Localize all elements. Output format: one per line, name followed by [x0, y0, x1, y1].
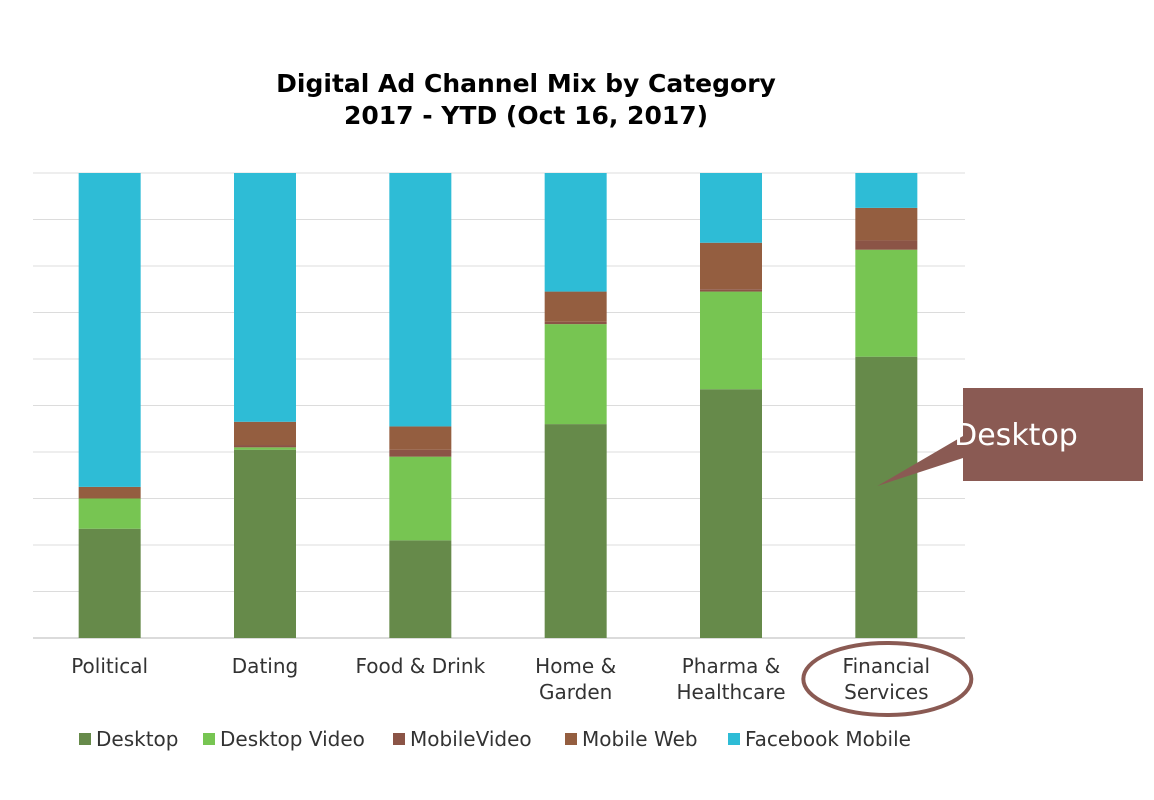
x-tick-label: Food & Drink — [355, 654, 485, 678]
bar-political-facebook-mobile — [78, 173, 141, 487]
x-tick-label: Financial — [843, 654, 931, 678]
bar-food-and-drink-mobilevideo — [389, 449, 452, 457]
bar-political-desktop-video — [78, 498, 141, 529]
legend-label-desktop: Desktop — [96, 727, 178, 751]
legend-swatch-desktop-video — [203, 733, 215, 745]
bar-pharma-and-healthcare-mobilevideo — [700, 289, 762, 292]
callout-box — [877, 388, 1143, 486]
legend-swatch-mobilevideo — [393, 733, 405, 745]
legend-swatch-facebook-mobile — [728, 733, 740, 745]
bar-pharma-and-healthcare-desktop-video — [700, 291, 762, 390]
bar-home-and-garden-desktop-video — [544, 324, 607, 425]
callout-label: Desktop — [954, 418, 1078, 453]
bar-political-mobile-web — [78, 486, 141, 499]
chart-title: Digital Ad Channel Mix by Category — [276, 69, 776, 98]
bar-financial-services-mobilevideo — [855, 240, 918, 250]
bar-dating-desktop — [234, 449, 296, 638]
chart-subtitle: 2017 - YTD (Oct 16, 2017) — [344, 101, 708, 130]
x-tick-label: Dating — [232, 654, 298, 678]
annotations: Desktop — [801, 388, 1143, 717]
bar-home-and-garden-mobile-web — [544, 291, 607, 322]
bar-food-and-drink-desktop — [389, 540, 452, 638]
bar-pharma-and-healthcare-desktop — [700, 389, 762, 638]
x-tick-label: Home & — [535, 654, 616, 678]
bar-financial-services-desktop-video — [855, 249, 918, 357]
highlight-ellipse — [801, 641, 974, 717]
bar-home-and-garden-mobilevideo — [544, 321, 607, 325]
bar-dating-facebook-mobile — [234, 173, 296, 422]
bar-financial-services-desktop — [855, 356, 918, 638]
legend-label-mobile-web: Mobile Web — [582, 727, 698, 751]
bar-pharma-and-healthcare-mobile-web — [700, 242, 762, 290]
bar-political-desktop — [78, 528, 141, 638]
legend-swatch-mobile-web — [565, 733, 577, 745]
bar-dating-mobilevideo — [234, 445, 296, 448]
x-tick-label: Healthcare — [676, 680, 785, 704]
bar-dating-desktop-video — [234, 447, 296, 450]
gridlines — [33, 172, 965, 639]
x-tick-label: Garden — [539, 680, 612, 704]
x-tick-label: Pharma & — [682, 654, 781, 678]
bar-pharma-and-healthcare-facebook-mobile — [700, 173, 762, 243]
bar-food-and-drink-desktop-video — [389, 456, 452, 541]
bars — [78, 173, 918, 638]
bar-food-and-drink-facebook-mobile — [389, 173, 452, 427]
bar-food-and-drink-mobile-web — [389, 426, 452, 450]
bar-home-and-garden-desktop — [544, 424, 607, 638]
bar-dating-mobile-web — [234, 421, 296, 446]
x-axis-labels: Political Dating Food & Drink Home &Garden P… — [71, 654, 930, 704]
x-tick-label: Political — [71, 654, 148, 678]
legend-label-desktop-video: Desktop Video — [220, 727, 365, 751]
legend-label-facebook-mobile: Facebook Mobile — [745, 727, 911, 751]
bar-financial-services-mobile-web — [855, 207, 918, 241]
bar-home-and-garden-facebook-mobile — [544, 173, 607, 292]
bar-financial-services-facebook-mobile — [855, 173, 918, 208]
legend: Desktop Desktop Video MobileVideo Mobile We… — [79, 727, 911, 751]
legend-swatch-desktop — [79, 733, 91, 745]
legend-label-mobilevideo: MobileVideo — [410, 727, 532, 751]
x-tick-label: Services — [844, 680, 928, 704]
